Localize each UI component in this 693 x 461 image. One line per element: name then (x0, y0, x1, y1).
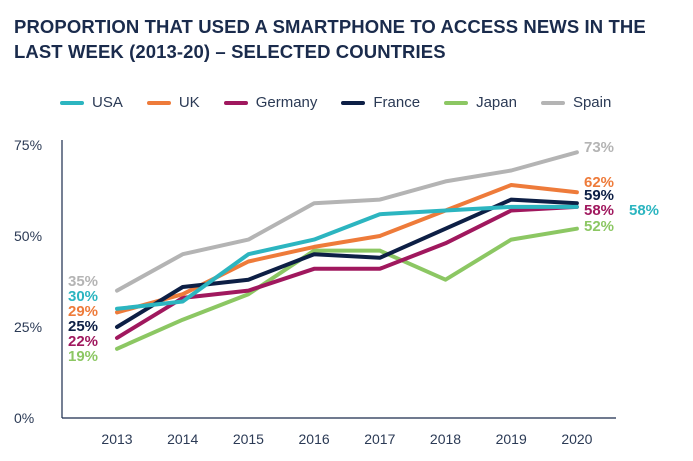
x-tick-label: 2016 (299, 431, 330, 447)
x-tick-label: 2020 (561, 431, 592, 447)
series-line-japan (115, 226, 579, 351)
series-line-germany (115, 204, 579, 340)
legend-swatch-japan (444, 100, 469, 105)
chart-title: PROPORTION THAT USED A SMARTPHONE TO ACC… (14, 16, 646, 62)
series-line-spain (115, 150, 579, 293)
start-label-usa: 30% (68, 288, 98, 305)
start-label-japan: 19% (68, 348, 98, 365)
legend-swatch-usa (60, 100, 84, 105)
y-tick-label: 50% (14, 228, 42, 244)
x-tick-label: 2014 (167, 431, 198, 447)
x-tick-label: 2018 (430, 431, 461, 447)
legend-item-uk: UK (146, 94, 200, 111)
end-label-usa: 58% (629, 202, 659, 219)
legend-label-france: France (373, 94, 421, 111)
legend-label-germany: Germany (255, 94, 318, 111)
end-label-japan: 52% (584, 218, 614, 235)
legend-item-spain: Spain (540, 94, 612, 111)
series-line-uk (115, 183, 579, 315)
y-tick-label: 0% (14, 410, 34, 426)
start-label-germany: 22% (68, 333, 98, 350)
legend-swatch-france (341, 100, 366, 105)
y-tick-label: 75% (14, 137, 42, 153)
legend-label-japan: Japan (476, 94, 517, 111)
y-tick-label: 25% (14, 319, 42, 335)
x-tick-label: 2017 (364, 431, 395, 447)
end-label-spain: 73% (584, 139, 614, 156)
legend-swatch-uk (146, 100, 171, 105)
start-label-uk: 29% (68, 303, 98, 320)
end-label-uk: 62% (584, 174, 614, 191)
legend-item-japan: Japan (444, 94, 517, 111)
legend-swatch-spain (540, 100, 565, 105)
series-line-france (115, 197, 579, 329)
start-label-france: 25% (68, 318, 98, 335)
end-label-france: 59% (584, 187, 614, 204)
legend-label-spain: Spain (572, 94, 612, 111)
x-tick-label: 2015 (233, 431, 264, 447)
start-label-spain: 35% (68, 273, 98, 290)
end-label-germany: 58% (584, 202, 614, 219)
legend-label-uk: UK (178, 94, 200, 111)
legend-swatch-germany (223, 100, 248, 105)
x-tick-label: 2019 (496, 431, 527, 447)
series-line-usa (115, 204, 579, 311)
legend: USA UK Germany France Japan Spain (60, 94, 635, 111)
x-tick-label: 2013 (101, 431, 132, 447)
legend-item-germany: Germany (223, 94, 318, 111)
legend-item-usa: USA (60, 94, 123, 111)
legend-label-usa: USA (92, 94, 123, 111)
legend-item-france: France (341, 94, 420, 111)
